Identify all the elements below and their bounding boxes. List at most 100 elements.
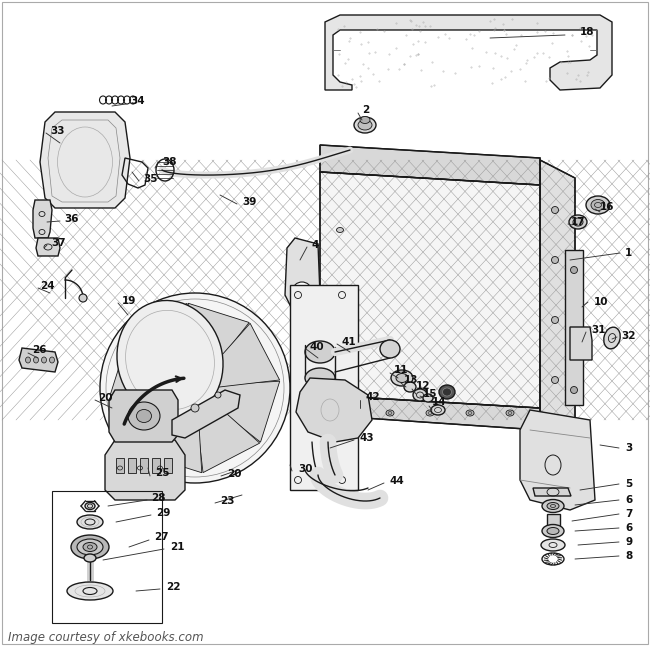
Ellipse shape [604,327,620,349]
Polygon shape [570,327,592,360]
Text: 23: 23 [220,496,235,506]
Ellipse shape [551,317,558,324]
Ellipse shape [305,341,335,363]
Polygon shape [207,323,280,387]
Ellipse shape [571,266,577,274]
Polygon shape [196,400,260,473]
Polygon shape [36,238,60,256]
Text: 1: 1 [625,248,632,258]
Ellipse shape [439,385,455,399]
Ellipse shape [569,215,587,229]
Text: 39: 39 [242,197,256,207]
Bar [116,458,124,473]
Ellipse shape [428,411,432,415]
Text: 24: 24 [40,281,55,291]
Ellipse shape [77,539,103,555]
Text: 3: 3 [625,443,632,453]
Text: 4: 4 [312,240,319,250]
Text: 30: 30 [298,464,313,474]
Text: 10: 10 [594,297,608,307]
Ellipse shape [542,525,564,538]
Ellipse shape [337,227,343,233]
Ellipse shape [426,410,434,416]
Ellipse shape [571,387,577,393]
Text: 38: 38 [162,157,177,167]
Polygon shape [320,145,540,185]
Text: 27: 27 [154,532,168,542]
Ellipse shape [34,357,38,363]
Bar [52,491,162,623]
Polygon shape [40,112,130,208]
Polygon shape [320,172,540,408]
Polygon shape [209,381,280,442]
Bar [547,514,560,526]
Ellipse shape [547,502,559,510]
Ellipse shape [380,340,400,358]
Polygon shape [130,304,194,376]
Ellipse shape [396,374,408,382]
Text: 31: 31 [591,325,606,335]
Ellipse shape [42,357,47,363]
Ellipse shape [293,282,311,298]
Polygon shape [540,160,575,430]
Ellipse shape [508,411,512,415]
Ellipse shape [391,370,413,386]
Polygon shape [296,378,372,442]
Text: 40: 40 [310,342,324,352]
Text: 32: 32 [621,331,636,341]
Ellipse shape [305,368,335,388]
Polygon shape [109,390,178,442]
Text: 5: 5 [625,479,632,489]
Text: 13: 13 [404,375,419,385]
Ellipse shape [71,535,109,559]
Text: 34: 34 [130,96,144,106]
Ellipse shape [386,410,394,416]
Ellipse shape [191,404,199,412]
Ellipse shape [573,218,583,226]
Ellipse shape [190,383,200,393]
Ellipse shape [541,539,565,551]
Polygon shape [111,334,181,395]
Text: 25: 25 [155,468,170,478]
Ellipse shape [431,405,445,415]
Ellipse shape [551,207,558,213]
Text: 11: 11 [394,365,408,375]
Text: 20: 20 [227,469,242,479]
Bar [164,458,172,473]
Ellipse shape [388,411,392,415]
Text: 29: 29 [156,508,170,518]
Text: 9: 9 [625,537,632,547]
Ellipse shape [128,402,160,430]
Text: 35: 35 [143,174,157,184]
Text: 43: 43 [359,433,374,443]
Ellipse shape [443,388,452,396]
Ellipse shape [25,357,31,363]
Text: 18: 18 [580,27,595,37]
Text: 12: 12 [416,381,430,391]
Text: 42: 42 [365,392,380,402]
Ellipse shape [423,394,433,402]
Ellipse shape [100,293,290,483]
Ellipse shape [358,120,372,130]
Ellipse shape [468,411,472,415]
Ellipse shape [117,300,223,419]
Bar [290,285,358,490]
Ellipse shape [67,582,113,600]
Ellipse shape [346,410,354,416]
Bar [152,458,160,473]
Text: 2: 2 [362,105,369,115]
Ellipse shape [348,411,352,415]
Polygon shape [141,402,202,473]
Ellipse shape [413,389,427,401]
Text: 20: 20 [98,393,112,403]
Text: 17: 17 [571,217,586,227]
Ellipse shape [298,339,306,345]
Polygon shape [172,390,240,438]
Ellipse shape [337,367,343,372]
Ellipse shape [547,528,559,534]
Ellipse shape [49,357,55,363]
Text: 7: 7 [625,509,632,519]
Ellipse shape [85,502,95,510]
Text: 36: 36 [64,214,79,224]
Text: Image courtesy of xkebooks.com: Image courtesy of xkebooks.com [8,632,203,645]
